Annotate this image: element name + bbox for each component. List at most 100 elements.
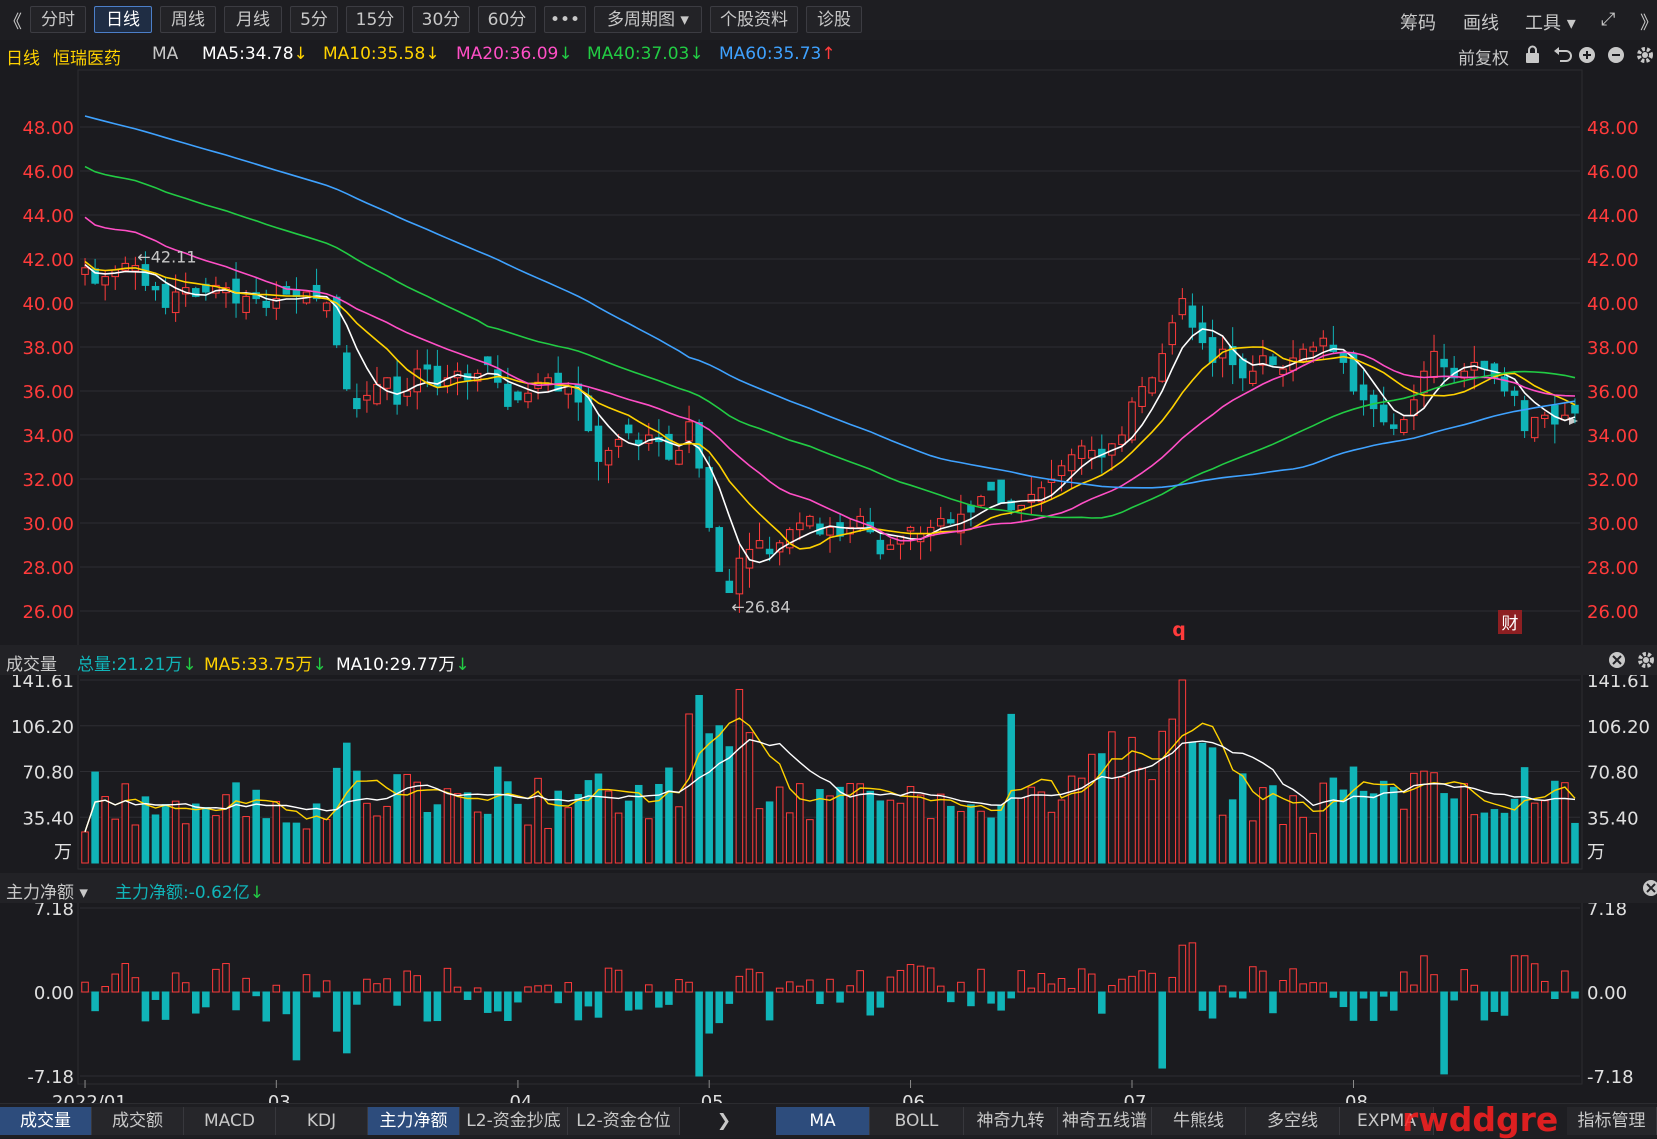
period-tab-1[interactable]: 日线 [94, 6, 152, 33]
volume-bar [695, 695, 703, 864]
flow-bar [1108, 985, 1116, 993]
x-tick-label: 08 [1345, 1092, 1368, 1103]
flow-bar [1047, 983, 1056, 993]
expand-right-icon[interactable]: 》 [1640, 13, 1657, 34]
flow-bar [876, 991, 885, 1008]
indicator-tab-6[interactable]: L2-资金仓位 [568, 1107, 680, 1135]
overlay-tab-2[interactable]: 神奇九转 [964, 1107, 1058, 1135]
volume-bar [353, 770, 361, 864]
candle [282, 281, 291, 295]
tools-menu[interactable]: 工具 ▾ [1525, 13, 1576, 34]
flow-bar [836, 991, 844, 1003]
flow-bar [765, 991, 774, 1021]
volume-bar [1198, 742, 1207, 864]
flow-bar [1259, 970, 1267, 993]
finance-marker-badge[interactable] [1498, 610, 1522, 634]
overlay-tab-1[interactable]: BOLL [870, 1107, 964, 1135]
finance-marker[interactable]: 财 [1502, 614, 1519, 634]
indicator-tab-4[interactable]: 主力净额 [368, 1107, 460, 1135]
period-tab-2[interactable]: 周线 [160, 6, 216, 33]
flow-bar [1208, 991, 1217, 1019]
period-tab-8[interactable]: ••• [544, 6, 586, 33]
scroll-right-icon[interactable]: ❯ [706, 1107, 742, 1135]
period-tab-3[interactable]: 月线 [224, 6, 282, 33]
overlay-tab-5[interactable]: 多空线 [1246, 1107, 1340, 1135]
candle [1379, 386, 1388, 426]
candle [846, 518, 854, 544]
x-tick-label: 06 [902, 1092, 925, 1103]
flow-bar [856, 970, 864, 993]
period-tab-7[interactable]: 60分 [478, 6, 536, 33]
volume-bar [1138, 767, 1146, 864]
candle [242, 289, 250, 320]
indicator-tab-2[interactable]: MACD [184, 1107, 276, 1135]
candle [514, 390, 522, 404]
flow-bar [1510, 955, 1519, 993]
flow-tick-left: 0.00 [34, 983, 74, 1004]
drawing-button[interactable]: 画线 [1463, 13, 1499, 34]
flow-tick-left: -7.18 [27, 1067, 74, 1088]
flow-bar [1389, 991, 1398, 1011]
flow-indicator-selector[interactable]: 主力净额 ▾ [6, 883, 88, 903]
settings-icon[interactable] [1638, 652, 1654, 668]
flow-bar [574, 991, 583, 1021]
volume-bar [222, 794, 230, 864]
indicator-tab-0[interactable]: 成交量 [0, 1107, 92, 1135]
volume-bar [1561, 782, 1569, 864]
volume-bar [967, 804, 975, 864]
settings-icon[interactable] [1637, 47, 1653, 63]
close-icon[interactable] [1643, 880, 1657, 896]
indicator-tab-1[interactable]: 成交额 [92, 1107, 184, 1135]
volume-bar [121, 783, 130, 864]
candle [1389, 413, 1398, 436]
volume-bar [1530, 802, 1539, 864]
stock-name[interactable]: 恒瑞医药 [53, 49, 121, 69]
price-tick-right: 46.00 [1587, 162, 1639, 183]
candle [997, 479, 1005, 504]
x-tick-label: 04 [509, 1092, 532, 1103]
overlay-tab-4[interactable]: 牛熊线 [1152, 1107, 1246, 1135]
undo-icon[interactable] [1554, 47, 1572, 62]
overlay-tab-3[interactable]: 神奇五线谱 [1058, 1107, 1152, 1135]
period-tab-5[interactable]: 15分 [346, 6, 404, 33]
collapse-left-icon[interactable]: 《 [4, 12, 22, 33]
period-tab-4[interactable]: 5分 [290, 6, 338, 33]
close-icon[interactable] [1609, 652, 1625, 668]
volume-bar [1551, 780, 1559, 864]
flow-bar [977, 968, 985, 993]
flow-bar [1309, 982, 1317, 993]
period-tab-10[interactable]: 个股资料 [710, 6, 798, 33]
flow-bar [1118, 978, 1126, 993]
overlay-tab-6[interactable]: EXPMA [1340, 1107, 1434, 1135]
candle [1571, 398, 1579, 424]
indicator-tab-3[interactable]: KDJ [276, 1107, 368, 1135]
price-adjust-selector[interactable]: 前复权 [1458, 49, 1509, 69]
candle [1138, 376, 1146, 414]
period-tab-9[interactable]: 多周期图 ▾ [594, 6, 702, 33]
candle [1319, 330, 1328, 359]
zoom-out-icon[interactable] [1608, 47, 1624, 63]
flow-bar [1440, 991, 1448, 1075]
zoom-in-icon[interactable] [1579, 47, 1595, 63]
flow-bar [645, 984, 653, 993]
flow-bar [785, 981, 794, 993]
period-tab-6[interactable]: 30分 [412, 6, 470, 33]
ma-indicator-label[interactable]: MA [152, 44, 179, 64]
candle [614, 433, 623, 458]
flow-bar [1561, 970, 1569, 993]
indicator-tab-5[interactable]: L2-资金抄底 [460, 1107, 568, 1135]
fullscreen-icon[interactable]: ⤢ [1601, 9, 1616, 30]
kline-chart[interactable]: 48.00 46.00 44.00 42.00 40.00 38.00 36.00 34.00… [0, 68, 1657, 1103]
indicator-manage-button[interactable]: 指标管理 [1567, 1107, 1657, 1135]
volume-indicator-name[interactable]: 成交量 [6, 655, 57, 675]
period-tab-11[interactable]: 诊股 [806, 6, 862, 33]
volume-bar [886, 799, 895, 864]
flow-bar [604, 967, 613, 993]
period-tab-0[interactable]: 分时 [30, 6, 86, 33]
chips-button[interactable]: 筹码 [1400, 13, 1436, 34]
overlay-tab-0[interactable]: MA [776, 1107, 870, 1135]
event-marker-q[interactable]: q [1172, 619, 1186, 641]
candle [755, 522, 764, 549]
lock-icon[interactable] [1526, 45, 1539, 64]
flow-bar [1319, 982, 1328, 993]
